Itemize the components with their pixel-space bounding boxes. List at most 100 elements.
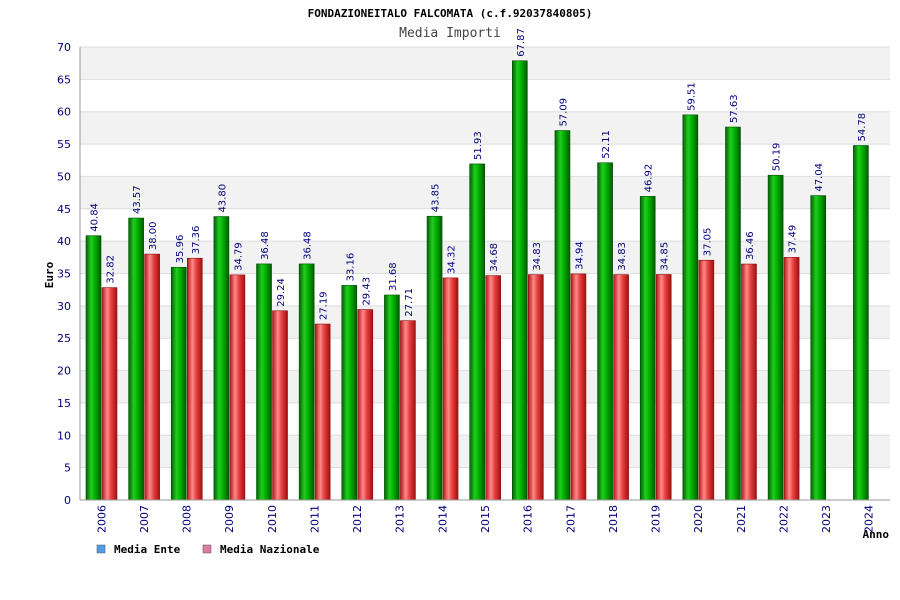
y-tick-label: 35 bbox=[57, 268, 71, 281]
value-label: 54.78 bbox=[857, 113, 868, 142]
y-tick-label: 45 bbox=[57, 203, 71, 216]
value-label: 57.09 bbox=[558, 98, 569, 127]
bar-media-ente-2011 bbox=[298, 263, 315, 501]
bar-media-ente-2023 bbox=[810, 195, 827, 501]
bar-media-nazionale-2009 bbox=[229, 274, 246, 501]
x-tick-label: 2017 bbox=[564, 505, 577, 533]
x-tick-label: 2012 bbox=[351, 505, 364, 533]
y-tick-label: 65 bbox=[57, 73, 71, 86]
bar-media-nazionale-2014 bbox=[442, 277, 459, 501]
value-label: 36.46 bbox=[745, 231, 756, 260]
legend-label-media-ente: Media Ente bbox=[114, 543, 181, 556]
x-tick-label: 2021 bbox=[735, 505, 748, 533]
value-label: 40.84 bbox=[90, 203, 101, 232]
x-tick-label: 2007 bbox=[138, 505, 151, 533]
bar-media-ente-2010 bbox=[256, 263, 272, 501]
x-tick-label: 2014 bbox=[436, 505, 449, 533]
value-label: 43.85 bbox=[431, 184, 442, 213]
bar-media-ente-2012 bbox=[341, 285, 358, 501]
bar-media-ente-2021 bbox=[725, 126, 741, 501]
x-tick-label: 2008 bbox=[181, 505, 194, 533]
bar-media-nazionale-2017 bbox=[570, 273, 587, 501]
value-label: 50.19 bbox=[772, 143, 783, 172]
value-label: 37.05 bbox=[702, 228, 713, 257]
legend: Media Ente Media Nazionale bbox=[96, 543, 320, 556]
y-tick-label: 55 bbox=[57, 138, 71, 151]
x-axis-ticks: 2006 2007 2008 2009 2010 2011 2012 2013 2014 2015… bbox=[95, 505, 875, 533]
y-tick-label: 25 bbox=[57, 332, 71, 345]
legend-swatch-media-ente bbox=[96, 544, 106, 554]
x-tick-label: 2015 bbox=[479, 505, 492, 533]
value-label: 43.80 bbox=[217, 184, 228, 213]
value-label: 34.32 bbox=[447, 245, 458, 274]
bar-media-ente-2015 bbox=[469, 163, 485, 501]
bar-media-nazionale-2020 bbox=[698, 259, 715, 501]
y-tick-label: 5 bbox=[64, 462, 71, 475]
y-axis-ticks: 0 5 10 15 20 25 30 35 40 45 50 55 60 65 70 bbox=[57, 41, 71, 507]
bar-media-ente-2019 bbox=[639, 196, 656, 501]
value-label: 47.04 bbox=[814, 163, 825, 192]
value-label: 34.83 bbox=[617, 242, 628, 271]
value-label: 34.79 bbox=[233, 242, 244, 271]
x-tick-label: 2022 bbox=[777, 505, 790, 533]
value-label: 67.87 bbox=[516, 28, 527, 57]
value-label: 52.11 bbox=[601, 130, 612, 159]
bar-media-nazionale-2019 bbox=[655, 274, 672, 501]
value-label: 29.24 bbox=[276, 278, 287, 307]
x-tick-label: 2016 bbox=[522, 505, 535, 533]
value-label: 37.36 bbox=[191, 226, 202, 255]
value-label: 31.68 bbox=[388, 262, 399, 291]
value-label: 46.92 bbox=[644, 164, 655, 193]
x-tick-label: 2013 bbox=[394, 505, 407, 533]
grid-band bbox=[80, 144, 890, 177]
bar-media-ente-2008 bbox=[170, 266, 187, 501]
bars bbox=[85, 60, 869, 501]
x-axis-label: Anno bbox=[863, 528, 890, 541]
y-tick-label: 40 bbox=[57, 235, 71, 248]
x-tick-label: 2019 bbox=[650, 505, 663, 533]
y-tick-label: 0 bbox=[64, 494, 71, 507]
value-label: 34.85 bbox=[660, 242, 671, 271]
value-label: 32.82 bbox=[106, 255, 117, 284]
value-label: 27.19 bbox=[319, 291, 330, 320]
legend-swatch-media-nazionale bbox=[202, 544, 212, 554]
bar-media-nazionale-2018 bbox=[613, 274, 629, 501]
grid-band bbox=[80, 176, 890, 209]
value-label: 36.48 bbox=[260, 231, 271, 260]
bar-media-ente-2013 bbox=[384, 294, 400, 501]
x-tick-label: 2006 bbox=[95, 505, 108, 533]
bar-media-nazionale-2012 bbox=[357, 309, 374, 501]
value-label: 36.48 bbox=[303, 231, 314, 260]
y-tick-label: 70 bbox=[57, 41, 71, 54]
bar-media-nazionale-2008 bbox=[186, 257, 203, 501]
x-tick-label: 2009 bbox=[223, 505, 236, 533]
grid-band bbox=[80, 79, 890, 112]
y-axis-label: Euro bbox=[43, 261, 56, 288]
value-label: 37.49 bbox=[788, 225, 799, 254]
value-label: 29.43 bbox=[361, 277, 372, 306]
bar-media-ente-2009 bbox=[213, 216, 230, 501]
value-label: 43.57 bbox=[132, 185, 143, 214]
bar-media-ente-2022 bbox=[767, 174, 784, 501]
x-tick-label: 2010 bbox=[266, 505, 279, 533]
value-label: 34.94 bbox=[574, 241, 585, 270]
value-labels: 40.84 32.82 43.57 38.00 35.96 37.36 43.80 34.79… bbox=[90, 28, 868, 320]
value-label: 35.96 bbox=[175, 235, 186, 264]
y-tick-label: 60 bbox=[57, 106, 71, 119]
grid-band bbox=[80, 47, 890, 80]
bar-media-ente-2014 bbox=[426, 215, 443, 501]
y-tick-label: 10 bbox=[57, 429, 71, 442]
bar-media-ente-2024 bbox=[853, 145, 869, 501]
value-label: 38.00 bbox=[148, 221, 159, 250]
grid-band bbox=[80, 111, 890, 145]
value-label: 51.93 bbox=[473, 131, 484, 160]
y-tick-label: 20 bbox=[57, 365, 71, 378]
y-tick-label: 30 bbox=[57, 300, 71, 313]
value-label: 59.51 bbox=[686, 82, 697, 111]
bar-media-nazionale-2022 bbox=[783, 257, 800, 501]
value-label: 27.71 bbox=[404, 288, 415, 317]
x-tick-label: 2011 bbox=[308, 505, 321, 533]
bar-media-ente-2017 bbox=[554, 130, 571, 501]
bar-media-nazionale-2010 bbox=[272, 310, 288, 501]
